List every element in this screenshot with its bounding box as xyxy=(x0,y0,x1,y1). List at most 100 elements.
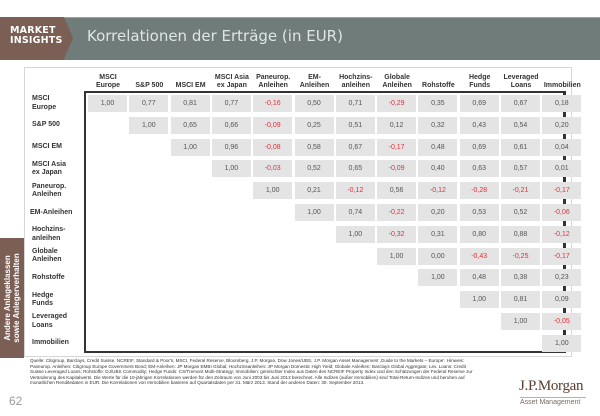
source-footnote: Quelle: Citigroup, Barclays, Credit Suis… xyxy=(30,358,473,386)
correlation-cell: 0,57 xyxy=(501,160,540,178)
correlation-cell: 1,00 xyxy=(211,160,251,178)
correlation-cell: 1,00 xyxy=(294,204,334,221)
section-side-tab xyxy=(0,238,24,358)
row-header: MSCI Asia ex Japan xyxy=(32,160,66,177)
correlation-cell: 0,61 xyxy=(501,138,540,156)
row-header: S&P 500 xyxy=(32,121,60,129)
correlation-cell: -0,12 xyxy=(542,225,582,243)
correlation-cell: 0,32 xyxy=(418,116,458,134)
correlation-cell: 0,88 xyxy=(501,225,540,243)
column-header: MSCI Asia ex Japan xyxy=(214,74,249,89)
header-bar xyxy=(0,17,600,60)
correlation-cell: 1,00 xyxy=(253,182,293,200)
correlation-cell: 0,23 xyxy=(542,269,582,287)
correlation-cell: -0,12 xyxy=(335,182,375,200)
correlation-cell: -0,09 xyxy=(253,116,293,134)
correlation-cell: -0,21 xyxy=(501,182,540,200)
correlation-cell: 0,58 xyxy=(294,138,334,156)
correlation-cell: 0,40 xyxy=(418,160,458,178)
column-header: S&P 500 xyxy=(135,82,164,89)
row-header: Rohstoffe xyxy=(32,274,65,282)
correlation-cell: 1,00 xyxy=(335,225,375,243)
correlation-cell: -0,16 xyxy=(253,95,293,112)
correlation-cell: 0,67 xyxy=(335,138,375,156)
correlation-cell: 0,48 xyxy=(459,269,499,287)
brand-line-1: MARKET xyxy=(10,25,56,36)
correlation-cell: 0,77 xyxy=(211,95,251,112)
correlation-cell: -0,28 xyxy=(459,182,499,200)
correlation-cell: 0,38 xyxy=(501,269,540,287)
correlation-cell: 0,53 xyxy=(459,204,499,221)
row-header: EM-Anleihen xyxy=(30,208,73,216)
correlation-cell: 1,00 xyxy=(129,116,169,134)
row-header: Immobilien xyxy=(32,339,69,347)
correlation-cell: 0,31 xyxy=(418,225,458,243)
correlation-cell: 0,81 xyxy=(501,291,540,309)
correlation-cell: 1,00 xyxy=(88,95,127,112)
correlation-cell: 1,00 xyxy=(377,247,417,265)
column-header: Globale Anleihen xyxy=(382,74,412,89)
column-header: Rohstoffe xyxy=(422,82,455,89)
correlation-cell: 0,52 xyxy=(294,160,334,178)
correlation-cell: 0,00 xyxy=(418,247,458,265)
market-insights-tab xyxy=(0,17,73,60)
correlation-cell: 0,67 xyxy=(501,95,540,112)
section-side-label: Andere Anlageklassen sowie Anlegerverhal… xyxy=(3,253,21,343)
correlation-cell: 0,43 xyxy=(459,116,499,134)
correlation-cell: 0,54 xyxy=(501,116,540,134)
correlation-cell: 0,01 xyxy=(542,160,582,178)
brand-line-2: INSIGHTS xyxy=(10,35,63,46)
correlation-cell: 0,63 xyxy=(459,160,499,178)
correlation-cell: 0,65 xyxy=(170,116,210,134)
row-header: Hochzins- anleihen xyxy=(32,226,66,242)
correlation-cell: 0,69 xyxy=(459,138,499,156)
column-header: MSCI EM xyxy=(175,82,206,89)
column-header: Hedge Funds xyxy=(468,74,491,89)
column-header: EM- Anleihen xyxy=(299,74,330,89)
correlation-cell: 1,00 xyxy=(501,313,540,330)
section-label-line-2: sowie Anlegerverhalten xyxy=(12,253,21,343)
correlation-cell: -0,03 xyxy=(253,160,293,178)
correlation-cell: 1,00 xyxy=(542,334,582,352)
correlation-cell: 0,56 xyxy=(377,182,417,200)
correlation-cell: 0,80 xyxy=(459,225,499,243)
row-header: Leveraged Loans xyxy=(32,313,68,329)
correlation-cell: 0,48 xyxy=(418,138,458,156)
column-header: MSCI Europe xyxy=(95,74,121,89)
correlation-cell: -0,05 xyxy=(542,313,582,330)
brand-label: MARKET INSIGHTS xyxy=(10,26,63,46)
correlation-cell: -0,06 xyxy=(542,204,582,221)
correlation-cell: 0,04 xyxy=(542,138,582,156)
section-label-line-1: Andere Anlageklassen xyxy=(3,255,12,341)
correlation-cell: 0,66 xyxy=(211,116,251,134)
page-number: 62 xyxy=(9,394,23,408)
correlation-cell: -0,12 xyxy=(418,182,458,200)
correlation-cell: -0,17 xyxy=(542,247,582,265)
row-header: MSCI EM xyxy=(32,143,62,151)
correlation-cell: 0,65 xyxy=(335,160,375,178)
correlation-cell: -0,29 xyxy=(377,95,417,112)
correlation-cell: -0,25 xyxy=(501,247,540,265)
correlation-cell: 0,21 xyxy=(294,182,334,200)
correlation-cell: 0,09 xyxy=(542,291,582,309)
correlation-cell: 0,96 xyxy=(211,138,251,156)
correlation-cell: 0,77 xyxy=(129,95,169,112)
column-header: Paneurop. Anleihen xyxy=(256,74,291,89)
correlation-cell: 0,50 xyxy=(294,95,334,112)
column-header: Immobilien xyxy=(543,82,581,89)
correlation-cell: 0,81 xyxy=(170,95,210,112)
row-header: Globale Anleihen xyxy=(32,247,62,264)
correlation-cell: 1,00 xyxy=(418,269,458,287)
correlation-cell: 1,00 xyxy=(170,138,210,156)
correlation-cell: -0,08 xyxy=(253,138,293,156)
jpmorgan-logo: J.P.Morgan xyxy=(519,378,584,394)
correlation-cell: 0,35 xyxy=(418,95,458,112)
correlation-cell: -0,17 xyxy=(377,138,417,156)
matrix-frame xyxy=(84,91,566,353)
page-title: Korrelationen der Erträge (in EUR) xyxy=(87,27,343,45)
column-header: Hochzins- anleihen xyxy=(339,74,373,89)
correlation-cell: 0,51 xyxy=(335,116,375,134)
correlation-cell: 0,52 xyxy=(501,204,540,221)
correlation-cell: 1,00 xyxy=(459,291,499,309)
logo-subtitle: Asset Management xyxy=(520,397,586,406)
